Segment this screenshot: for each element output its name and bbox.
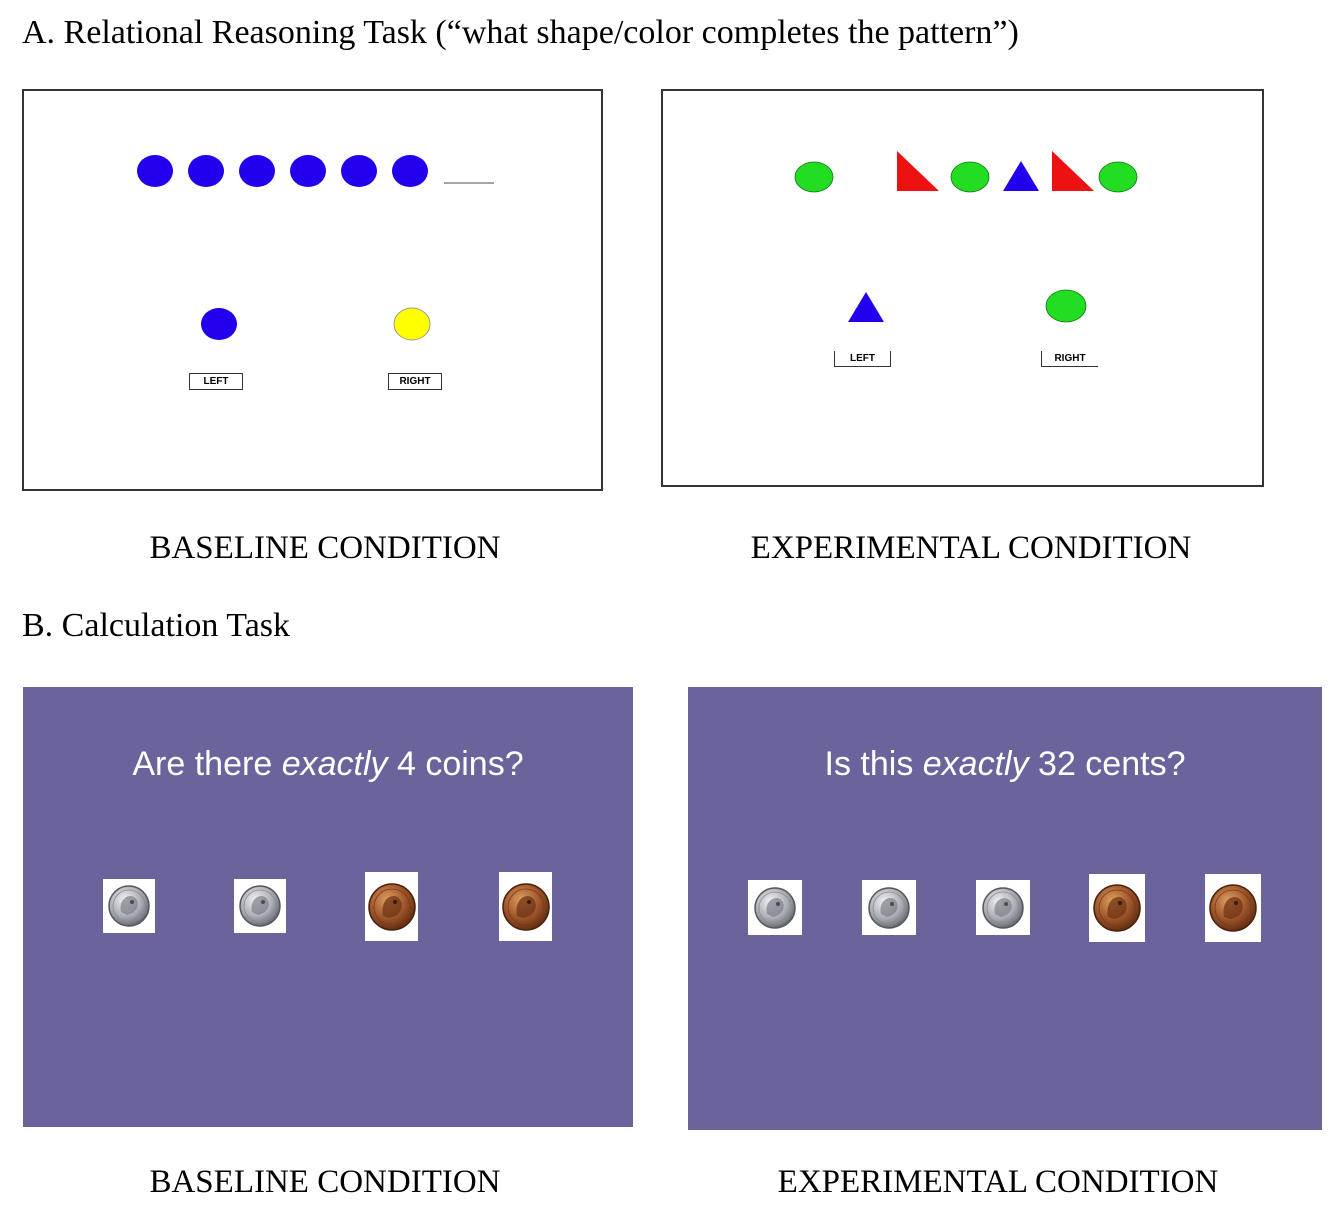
dime-icon <box>108 885 150 927</box>
right-button: RIGHT <box>388 373 442 390</box>
left-button: LEFT <box>189 373 243 390</box>
penny-coin-image <box>499 872 552 941</box>
blue-circle <box>290 155 326 187</box>
right-choice-yellow-circle <box>393 307 431 341</box>
penny-icon <box>1209 884 1257 932</box>
blue-triangle <box>1003 161 1039 191</box>
section-b-baseline-label: BASELINE CONDITION <box>149 1164 501 1200</box>
dime-coin-image <box>976 880 1030 935</box>
blue-circle <box>341 155 377 187</box>
left-choice-blue-triangle <box>848 292 884 322</box>
right-choice-green-circle <box>1045 289 1087 323</box>
penny-icon <box>367 882 416 931</box>
left-choice-blue-circle <box>201 308 237 340</box>
green-circle <box>1098 161 1138 193</box>
blue-circle <box>239 155 275 187</box>
section-b-experimental-label: EXPERIMENTAL CONDITION <box>777 1164 1219 1200</box>
experimental-question: Is this exactly 32 cents? <box>824 745 1186 783</box>
relational-experimental-slide: LEFT RIGHT <box>661 89 1264 487</box>
section-b-heading: B. Calculation Task <box>22 607 291 644</box>
blue-circle <box>137 155 173 187</box>
section-a-heading: A. Relational Reasoning Task (“what shap… <box>22 14 1019 51</box>
dime-coin-image <box>748 880 802 935</box>
shape-color-sequence <box>794 151 1138 323</box>
calculation-baseline-slide: Are there exactly 4 coins? <box>23 687 633 1127</box>
left-button: LEFT <box>834 351 891 367</box>
dime-icon <box>754 886 796 929</box>
penny-icon <box>1093 884 1141 932</box>
right-button: RIGHT <box>1041 351 1098 367</box>
dime-icon <box>239 885 281 927</box>
red-triangle <box>1052 151 1094 191</box>
penny-coin-image <box>1205 874 1261 942</box>
section-a-experimental-label: EXPERIMENTAL CONDITION <box>750 530 1192 566</box>
penny-coin-image <box>365 872 418 941</box>
green-circle <box>794 161 834 193</box>
penny-coin-image <box>1089 874 1145 942</box>
baseline-question: Are there exactly 4 coins? <box>132 745 524 783</box>
dime-icon <box>982 886 1024 929</box>
dime-coin-image <box>234 879 286 933</box>
blue-circle <box>392 155 428 187</box>
blue-circle <box>188 155 224 187</box>
blue-circle-sequence <box>137 155 494 341</box>
dime-icon <box>868 886 910 929</box>
calculation-experimental-slide: Is this exactly 32 cents? <box>688 687 1322 1130</box>
red-triangle <box>897 151 939 191</box>
penny-icon <box>501 882 550 931</box>
green-circle <box>950 161 990 193</box>
dime-coin-image <box>103 879 155 933</box>
relational-baseline-slide: LEFT RIGHT <box>22 89 603 491</box>
dime-coin-image <box>862 880 916 935</box>
section-a-baseline-label: BASELINE CONDITION <box>149 530 501 566</box>
